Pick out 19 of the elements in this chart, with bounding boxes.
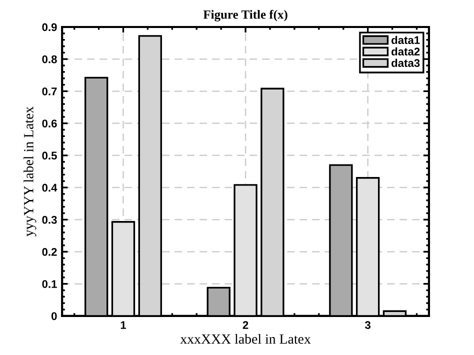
legend-label: data2 xyxy=(392,47,420,56)
x-axis-title: xxxXXX label in Latex xyxy=(180,334,311,344)
y-tick-label: 0.1 xyxy=(42,280,57,288)
x-tick-label: 2 xyxy=(242,321,248,329)
x-tick-label: 1 xyxy=(120,321,126,329)
legend-label: data3 xyxy=(392,58,420,67)
x-tick-label: 3 xyxy=(364,321,371,329)
y-tick-label: 0.4 xyxy=(42,184,58,192)
y-axis-title: yyyYYY label in Latex xyxy=(24,106,36,236)
y-tick-label: 0.8 xyxy=(42,55,57,64)
y-tick-label: 0.7 xyxy=(42,87,57,96)
y-tick-label: 0.6 xyxy=(42,120,57,128)
y-tick-label: 0.9 xyxy=(42,23,57,32)
y-tick-label: 0.3 xyxy=(42,216,57,224)
legend-label: data1 xyxy=(392,36,420,44)
chart-title: Figure Title f(x) xyxy=(203,10,288,22)
y-tick-label: 0.5 xyxy=(42,152,57,160)
y-tick-label: 0.2 xyxy=(42,248,57,256)
y-tick-label: 0 xyxy=(51,312,57,320)
